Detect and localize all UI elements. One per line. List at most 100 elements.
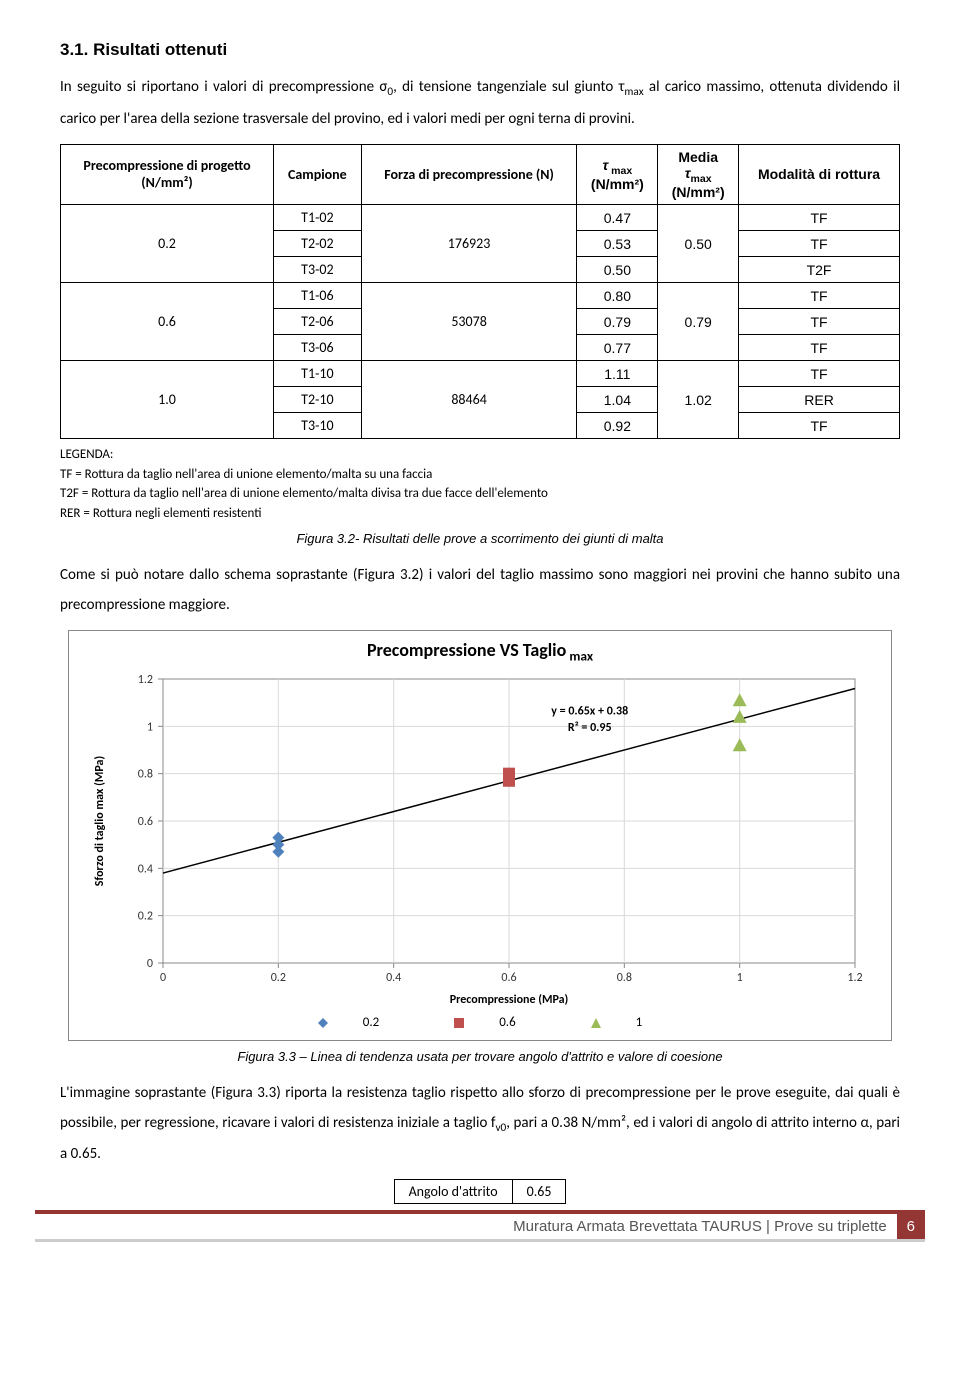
angle-table: Angolo d'attrito 0.65 <box>394 1179 567 1204</box>
cell-rottura: TF <box>739 309 900 335</box>
table-row: 0.6T1-06530780.800.79TF <box>61 283 900 309</box>
section-title: 3.1. Risultati ottenuti <box>60 40 900 60</box>
cell-campione: T2-02 <box>274 231 362 257</box>
table-row: 0.2T1-021769230.470.50TF <box>61 205 900 231</box>
paragraph-3: L'immagine soprastante (Figura 3.3) ripo… <box>60 1078 900 1170</box>
cell-rottura: TF <box>739 361 900 387</box>
cell-precomp: 1.0 <box>61 361 274 439</box>
th-precomp: Precompressione di progetto (N/mm²) <box>61 144 274 205</box>
cell-media: 0.50 <box>658 205 739 283</box>
square-icon <box>454 1018 463 1027</box>
th-tau-unit: (N/mm²) <box>591 176 644 192</box>
th-tau-sub: max <box>608 164 632 176</box>
chart-title-sub: max <box>566 648 593 665</box>
th-forza: Forza di precompressione (N) <box>361 144 577 205</box>
legend-label-a: 0.2 <box>363 1015 379 1030</box>
cell-campione: T3-06 <box>274 335 362 361</box>
cell-rottura: TF <box>739 335 900 361</box>
cell-tau: 1.04 <box>577 387 658 413</box>
cell-precomp: 0.2 <box>61 205 274 283</box>
svg-text:0: 0 <box>160 971 166 985</box>
cell-rottura: TF <box>739 205 900 231</box>
cell-forza: 53078 <box>361 283 577 361</box>
results-table: Precompressione di progetto (N/mm²) Camp… <box>60 144 900 440</box>
th-precomp-label: Precompressione di progetto <box>83 157 250 174</box>
footer-text: Muratura Armata Brevettata TAURUS | Prov… <box>503 1214 896 1239</box>
svg-text:1: 1 <box>737 971 743 985</box>
legenda-line2: T2F = Rottura da taglio nell'area di uni… <box>60 484 900 504</box>
cell-precomp: 0.6 <box>61 283 274 361</box>
cell-rottura: T2F <box>739 257 900 283</box>
legenda-line1: TF = Rottura da taglio nell'area di unio… <box>60 465 900 485</box>
cell-rottura: TF <box>739 413 900 439</box>
paragraph-2: Come si può notare dallo schema soprasta… <box>60 560 900 620</box>
chart-title-text: Precompressione VS Taglio <box>367 639 566 661</box>
triangle-icon <box>591 1018 600 1027</box>
cell-media: 1.02 <box>658 361 739 439</box>
legend-item-1: 1 <box>573 1015 661 1030</box>
svg-text:0.8: 0.8 <box>617 971 632 985</box>
svg-text:0.2: 0.2 <box>271 971 286 985</box>
intro-text-b: , di tensione tangenziale sul giunto <box>393 78 619 96</box>
footer-page-number: 6 <box>897 1214 925 1239</box>
cell-tau: 0.53 <box>577 231 658 257</box>
cell-campione: T2-10 <box>274 387 362 413</box>
cell-campione: T2-06 <box>274 309 362 335</box>
svg-text:y = 0.65x + 0.38: y = 0.65x + 0.38 <box>551 704 628 718</box>
cell-campione: T1-02 <box>274 205 362 231</box>
table-row: 1.0T1-10884641.111.02TF <box>61 361 900 387</box>
cell-forza: 88464 <box>361 361 577 439</box>
cell-campione: T3-02 <box>274 257 362 283</box>
th-rottura: Modalità di rottura <box>739 144 900 205</box>
svg-text:0: 0 <box>147 957 153 971</box>
legenda: LEGENDA: TF = Rottura da taglio nell'are… <box>60 445 900 523</box>
cell-forza: 176923 <box>361 205 577 283</box>
svg-text:0.4: 0.4 <box>138 862 153 876</box>
svg-text:R² = 0.95: R² = 0.95 <box>568 721 612 735</box>
svg-text:0.8: 0.8 <box>138 768 153 782</box>
cell-tau: 1.11 <box>577 361 658 387</box>
svg-text:Precompressione (MPa): Precompressione (MPa) <box>450 993 569 1007</box>
th-media-unit: (N/mm²) <box>672 184 725 200</box>
chart-caption: Figura 3.3 – Linea di tendenza usata per… <box>60 1049 900 1064</box>
legend-label-c: 1 <box>636 1015 643 1030</box>
page-footer: Muratura Armata Brevettata TAURUS | Prov… <box>35 1210 925 1242</box>
svg-text:1.2: 1.2 <box>138 673 153 687</box>
cell-rottura: TF <box>739 283 900 309</box>
th-tau: τ max (N/mm²) <box>577 144 658 205</box>
cell-tau: 0.80 <box>577 283 658 309</box>
chart-legend: 0.2 0.6 1 <box>79 1015 881 1030</box>
cell-campione: T3-10 <box>274 413 362 439</box>
svg-text:0.4: 0.4 <box>386 971 401 985</box>
legend-item-0.6: 0.6 <box>436 1015 533 1030</box>
cell-tau: 0.79 <box>577 309 658 335</box>
svg-text:1: 1 <box>147 720 153 734</box>
svg-text:Sforzo di taglio max (MPa): Sforzo di taglio max (MPa) <box>93 756 107 886</box>
cell-rottura: TF <box>739 231 900 257</box>
cell-tau: 0.47 <box>577 205 658 231</box>
svg-text:0.2: 0.2 <box>138 910 153 924</box>
angle-value: 0.65 <box>512 1180 566 1204</box>
th-campione: Campione <box>274 144 362 205</box>
chart-title: Precompressione VS Taglio max <box>79 639 881 665</box>
intro-paragraph: In seguito si riportano i valori di prec… <box>60 72 900 134</box>
angle-label: Angolo d'attrito <box>394 1180 512 1204</box>
diamond-icon <box>318 1018 327 1027</box>
cell-campione: T1-10 <box>274 361 362 387</box>
legenda-title: LEGENDA: <box>60 445 900 465</box>
th-precomp-unit: (N/mm²) <box>141 174 192 191</box>
cell-tau: 0.50 <box>577 257 658 283</box>
th-media-sub: max <box>691 172 712 184</box>
cell-media: 0.79 <box>658 283 739 361</box>
table-body: 0.2T1-021769230.470.50TFT2-020.53TFT3-02… <box>61 205 900 439</box>
svg-text:0.6: 0.6 <box>501 971 516 985</box>
intro-text-a: In seguito si riportano i valori di prec… <box>60 78 379 96</box>
th-media-label: Media <box>678 149 718 165</box>
svg-text:0.6: 0.6 <box>138 815 153 829</box>
legend-label-b: 0.6 <box>499 1015 515 1030</box>
chart-container: Precompressione VS Taglio max 0 0.2 0.4 0.6… <box>68 630 892 1041</box>
cell-tau: 0.92 <box>577 413 658 439</box>
cell-rottura: RER <box>739 387 900 413</box>
legenda-line3: RER = Rottura negli elementi resistenti <box>60 504 900 524</box>
scatter-chart: 00.20.40.60.811.200.20.40.60.811.2Precom… <box>85 669 875 1009</box>
